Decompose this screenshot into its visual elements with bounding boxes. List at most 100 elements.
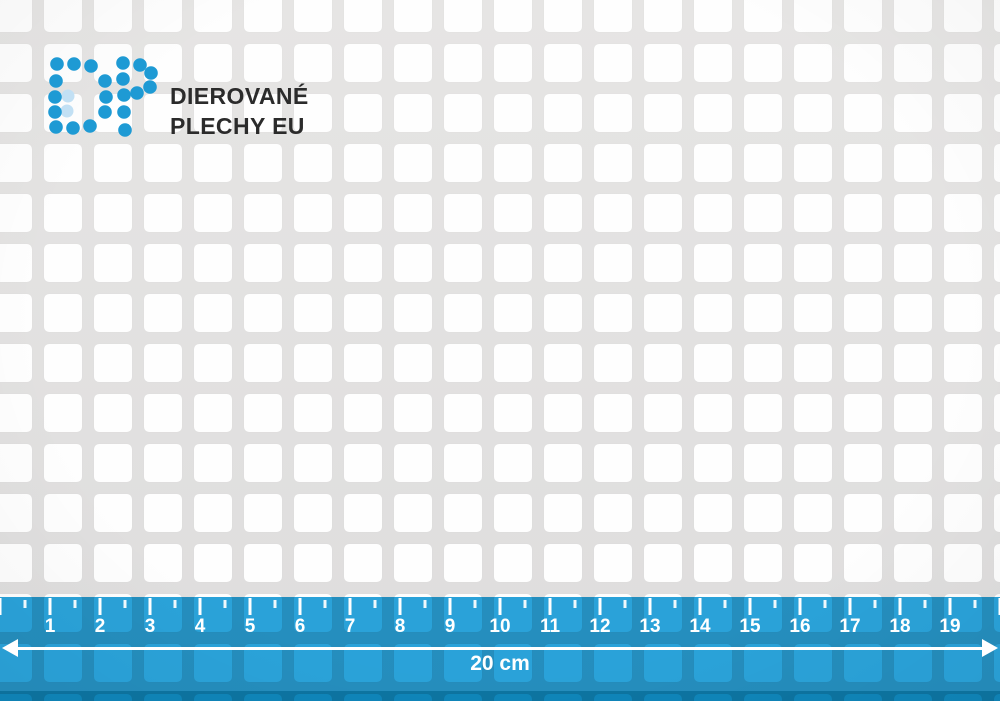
ruler-tick-minor	[173, 600, 177, 608]
square-hole	[994, 0, 1000, 32]
square-hole	[694, 244, 732, 282]
logo-dot-d	[98, 74, 112, 88]
square-hole	[244, 344, 282, 382]
square-hole	[444, 94, 482, 132]
ruler-number: 13	[639, 616, 661, 637]
square-hole	[344, 244, 382, 282]
square-hole	[994, 544, 1000, 582]
ruler-number: 2	[94, 616, 106, 637]
length-arrow-line	[15, 647, 985, 650]
ruler-tick-minor	[973, 600, 977, 608]
square-hole	[694, 544, 732, 582]
logo-dot-p	[143, 80, 157, 94]
ruler-tick-minor	[223, 600, 227, 608]
square-hole	[94, 144, 132, 182]
square-hole	[644, 544, 682, 582]
ruler-tick-minor	[723, 600, 727, 608]
square-hole	[94, 244, 132, 282]
square-hole	[594, 194, 632, 232]
square-hole	[644, 0, 682, 32]
square-hole	[444, 144, 482, 182]
ruler-tick-major	[898, 598, 902, 615]
square-hole	[444, 494, 482, 532]
square-hole	[194, 544, 232, 582]
square-hole	[994, 244, 1000, 282]
ruler-tick-minor	[473, 600, 477, 608]
square-hole	[594, 44, 632, 82]
ruler-tick-major	[348, 598, 352, 615]
logo-dot-d	[67, 57, 81, 71]
square-hole	[594, 394, 632, 432]
ruler-tick-major	[398, 598, 402, 615]
ruler-number: 10	[489, 616, 511, 637]
square-hole	[894, 144, 932, 182]
square-hole	[344, 344, 382, 382]
square-hole	[494, 344, 532, 382]
square-hole	[144, 494, 182, 532]
square-hole	[194, 144, 232, 182]
square-hole	[544, 0, 582, 32]
square-hole	[294, 44, 332, 82]
square-hole	[144, 194, 182, 232]
square-hole	[644, 194, 682, 232]
square-hole	[544, 194, 582, 232]
square-hole	[544, 294, 582, 332]
length-label: 20 cm	[470, 652, 530, 675]
square-hole	[194, 94, 232, 132]
square-hole	[594, 0, 632, 32]
square-hole	[744, 544, 782, 582]
ruler-number: 6	[294, 616, 306, 637]
square-hole	[594, 244, 632, 282]
square-hole	[694, 0, 732, 32]
ruler-tick-minor	[923, 600, 927, 608]
square-hole	[994, 444, 1000, 482]
square-hole	[244, 0, 282, 32]
square-hole	[844, 144, 882, 182]
square-hole	[394, 494, 432, 532]
square-hole	[644, 244, 682, 282]
logo-dot-d	[66, 121, 80, 135]
ruler-tick-minor	[323, 600, 327, 608]
square-hole	[94, 194, 132, 232]
square-hole	[144, 394, 182, 432]
square-hole	[194, 0, 232, 32]
logo-dot-d	[98, 105, 112, 119]
square-hole	[94, 294, 132, 332]
square-hole	[544, 494, 582, 532]
square-hole	[294, 244, 332, 282]
square-hole	[0, 344, 32, 382]
square-hole	[44, 394, 82, 432]
ruler-number: 11	[539, 616, 561, 637]
square-hole	[344, 194, 382, 232]
square-hole	[494, 144, 532, 182]
logo-dot-p	[117, 88, 131, 102]
square-hole	[394, 244, 432, 282]
logo-dot-p	[116, 56, 130, 70]
square-hole	[544, 544, 582, 582]
square-hole	[644, 494, 682, 532]
square-hole	[944, 244, 982, 282]
ruler-tick-minor	[123, 600, 127, 608]
square-hole	[894, 44, 932, 82]
square-hole	[294, 194, 332, 232]
square-hole	[394, 294, 432, 332]
square-hole	[744, 94, 782, 132]
square-hole	[544, 344, 582, 382]
square-hole	[294, 394, 332, 432]
square-hole	[344, 94, 382, 132]
ruler-tick-major	[648, 598, 652, 615]
square-hole	[844, 544, 882, 582]
square-hole	[844, 244, 882, 282]
square-hole	[544, 444, 582, 482]
square-hole	[594, 544, 632, 582]
square-hole	[294, 494, 332, 532]
square-hole	[344, 44, 382, 82]
square-hole	[194, 44, 232, 82]
square-hole	[94, 394, 132, 432]
brand-line-1: DIEROVANÉ	[170, 83, 309, 109]
square-hole	[594, 294, 632, 332]
square-hole	[894, 194, 932, 232]
square-hole	[794, 394, 832, 432]
logo-dot-d	[83, 119, 97, 133]
ruler-tick-major	[248, 598, 252, 615]
